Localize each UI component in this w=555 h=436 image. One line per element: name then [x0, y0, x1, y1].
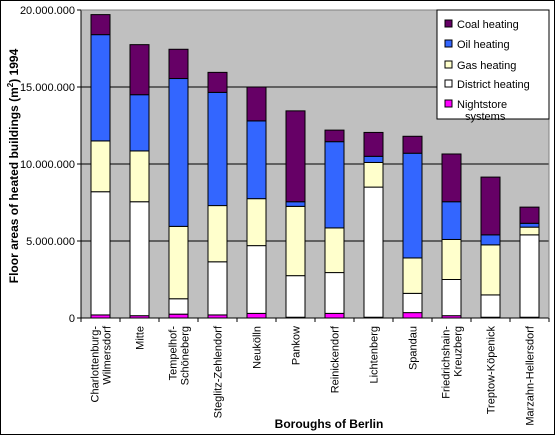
bar-segment-oil-heating — [402, 152, 423, 259]
bar-segment-district-heating — [324, 272, 345, 314]
bar-segment-oil-heating — [207, 91, 228, 207]
bar-segment-coal-heating — [285, 110, 306, 203]
y-axis-title-tail: ) 1994 — [7, 48, 21, 82]
legend-swatch — [444, 60, 453, 69]
bar-segment-gas-heating — [129, 150, 150, 203]
x-tick-label: Pankow — [291, 326, 303, 365]
x-axis-title: Boroughs of Berlin — [275, 417, 384, 431]
x-tick-label: Tempelhof-Schöneberg — [168, 326, 192, 386]
bar-segment-coal-heating — [90, 14, 111, 36]
bar-segment-oil-heating — [519, 222, 540, 228]
bar-segment-coal-heating — [402, 135, 423, 154]
bar-segment-nightstore-systems — [324, 312, 345, 319]
y-tick-label: 20.000.000 — [20, 5, 75, 17]
y-axis-title-sup: 2 — [6, 82, 15, 87]
bar-segment-nightstore-systems — [402, 312, 423, 319]
bar-segment-gas-heating — [168, 225, 189, 300]
bar-segment-gas-heating — [402, 257, 423, 294]
bar-segment-oil-heating — [363, 155, 384, 163]
bar-segment-district-heating — [168, 298, 189, 315]
legend-label: District heating — [457, 79, 530, 91]
legend-label: Nightstore systems — [457, 99, 507, 123]
bar-segment-oil-heating — [324, 141, 345, 229]
bar-segment-gas-heating — [519, 226, 540, 236]
bar-segment-gas-heating — [363, 161, 384, 188]
bar-segment-gas-heating — [246, 198, 267, 247]
bar-segment-oil-heating — [246, 120, 267, 200]
bar-segment-nightstore-systems — [168, 313, 189, 319]
legend-label: Gas heating — [457, 60, 516, 72]
x-tick-label: Friedrichshain-Kreuzberg — [441, 326, 465, 399]
bar-segment-coal-heating — [363, 131, 384, 157]
bar-segment-district-heating — [285, 275, 306, 318]
x-tick-label: Mitte — [135, 326, 147, 350]
x-tick-label: Reinickendorf — [330, 325, 342, 393]
bar-segment-district-heating — [480, 294, 501, 318]
bar-segment-district-heating — [363, 186, 384, 318]
legend-swatch — [444, 79, 453, 88]
y-tick-label: 10.000.000 — [20, 159, 75, 171]
x-tick-label: Treptow-Köpenick — [486, 326, 498, 415]
y-axis-title-main: Floor areas of heated buildings (m — [7, 87, 21, 283]
bar-segment-district-heating — [90, 191, 111, 316]
y-tick-label: 5.000.000 — [26, 236, 75, 248]
bar-segment-coal-heating — [441, 153, 462, 203]
x-tick-label: Lichtenberg — [369, 326, 381, 384]
bar-segment-district-heating — [246, 245, 267, 314]
legend-label: Oil heating — [457, 39, 510, 51]
bar-segment-district-heating — [519, 234, 540, 318]
y-tick-label: 0 — [69, 313, 75, 325]
y-axis-title: Floor areas of heated buildings (m2) 199… — [6, 48, 21, 283]
bar-segment-coal-heating — [519, 206, 540, 224]
bar-segment-gas-heating — [324, 227, 345, 274]
bar-segment-coal-heating — [207, 71, 228, 93]
x-tick-label: Neukölln — [252, 326, 264, 369]
bar-segment-gas-heating — [441, 238, 462, 281]
bar-segment-coal-heating — [324, 129, 345, 143]
x-tick-label: Charlottenburg-Wilmersdorf — [90, 325, 114, 402]
x-tick-label: Steglitz-Zehlendorf — [213, 325, 225, 418]
bar-segment-oil-heating — [129, 94, 150, 152]
bar-segment-coal-heating — [246, 86, 267, 122]
bar-segment-gas-heating — [90, 140, 111, 193]
legend: Coal heating Oil heating Gas heating Distri… — [436, 9, 550, 123]
x-tick-label: Spandau — [408, 326, 420, 370]
bar-segment-district-heating — [441, 279, 462, 317]
bar-segment-nightstore-systems — [246, 312, 267, 319]
x-tick-label: Marzahn-Hellersdorf — [525, 325, 537, 426]
bar-segment-gas-heating — [207, 205, 228, 263]
bar-segment-oil-heating — [480, 234, 501, 246]
bar-segment-coal-heating — [129, 44, 150, 96]
bar-segment-coal-heating — [480, 176, 501, 236]
legend-box — [436, 9, 550, 120]
legend-swatch — [444, 39, 453, 48]
bar-segment-gas-heating — [480, 244, 501, 296]
legend-label: Coal heating — [457, 19, 519, 31]
bar-segment-district-heating — [402, 292, 423, 314]
bar-segment-oil-heating — [441, 201, 462, 240]
legend-swatch — [444, 19, 453, 28]
bar-segment-district-heating — [129, 201, 150, 317]
legend-swatch — [444, 99, 453, 108]
y-tick-label: 15.000.000 — [20, 82, 75, 94]
bar-segment-gas-heating — [285, 205, 306, 277]
bar-segment-coal-heating — [168, 48, 189, 80]
bar-segment-oil-heating — [90, 34, 111, 142]
bar-segment-oil-heating — [285, 201, 306, 207]
bar-segment-oil-heating — [168, 78, 189, 227]
bar-segment-district-heating — [207, 261, 228, 316]
